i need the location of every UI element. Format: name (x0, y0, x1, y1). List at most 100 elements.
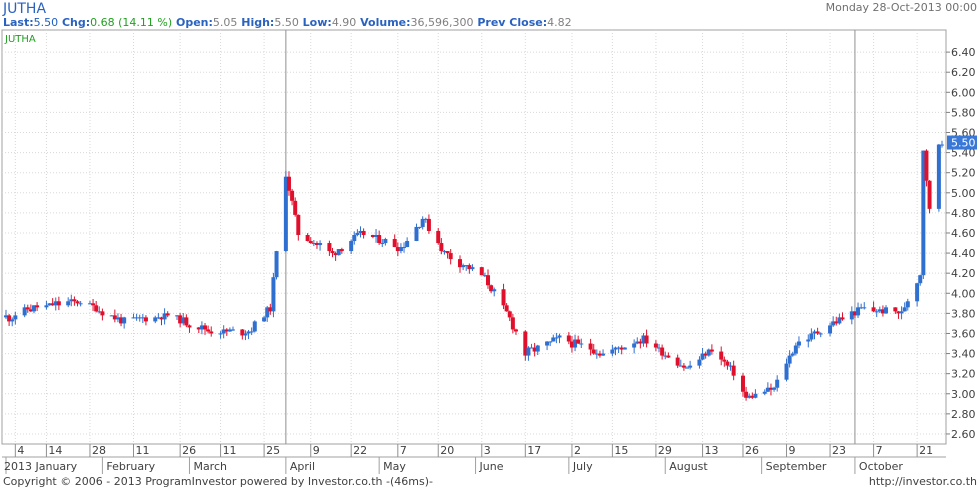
candle-body (311, 243, 316, 245)
candle-body (175, 315, 180, 317)
x-month-label: October (859, 460, 903, 473)
candle-body (290, 190, 295, 201)
x-month-label: September (766, 460, 827, 473)
candle-body (231, 329, 236, 331)
candle-body (706, 349, 711, 356)
candle-body (156, 317, 161, 319)
candle-body (653, 343, 658, 348)
x-day-label: 9 (313, 444, 320, 457)
candle-body (426, 218, 431, 231)
candle-body (91, 303, 96, 306)
x-day-label: 17 (527, 444, 541, 457)
x-day-label: 11 (223, 444, 237, 457)
candle-body (10, 319, 15, 322)
x-month-label: March (193, 460, 227, 473)
candle-body (243, 333, 248, 336)
candle-body (812, 331, 817, 334)
candle-body (529, 347, 534, 349)
candle-body (358, 230, 363, 233)
candle-body (109, 315, 114, 317)
candle-body (442, 251, 447, 253)
plot-area: JUTHA (1, 29, 947, 445)
candle-body (750, 395, 755, 398)
x-day-label: 26 (745, 444, 759, 457)
candle-body (482, 275, 487, 277)
x-month-label: 2013 January (4, 460, 78, 473)
candle-body (818, 333, 823, 335)
x-month-label: July (572, 460, 593, 473)
candle-body (504, 305, 509, 312)
candle-body (137, 317, 142, 319)
candle-body (722, 359, 727, 362)
candle-body (13, 315, 18, 320)
x-month-label: June (479, 460, 504, 473)
candle-body (510, 317, 515, 330)
candle-body (728, 365, 733, 367)
last-price-label: 5.50 (947, 135, 977, 150)
candle-body (377, 234, 382, 244)
candle-body (893, 307, 898, 312)
series-label: JUTHA (4, 34, 36, 45)
field-label: Prev Close: (474, 16, 548, 29)
candle-body (896, 311, 901, 314)
candle-body (75, 301, 80, 304)
candle-body (576, 339, 581, 344)
candle-body (370, 234, 375, 237)
candle-body (877, 309, 882, 312)
site-url: http://investor.co.th (869, 475, 977, 488)
candle-body (784, 363, 789, 380)
candle-body (333, 253, 338, 256)
symbol-title: JUTHA (2, 1, 46, 17)
x-day-label: 7 (400, 444, 407, 457)
candle-body (50, 303, 55, 306)
candle-body (153, 317, 158, 322)
candle-body (112, 315, 117, 320)
candle-body (597, 353, 602, 356)
field-value: 5.50 (34, 16, 59, 29)
candle-body (905, 301, 910, 308)
field-label: Open: (172, 16, 213, 29)
x-day-label: 23 (832, 444, 846, 457)
candle-body (221, 329, 226, 334)
candle-body (22, 307, 27, 316)
candle-body (591, 349, 596, 354)
candle-body (501, 289, 506, 306)
candle-body (874, 311, 879, 313)
candle-body (330, 251, 335, 254)
candle-body (899, 311, 904, 314)
y-tick-label: 6.20 (951, 66, 976, 79)
candle-body (902, 307, 907, 312)
candle-body (663, 355, 668, 357)
y-tick-label: 4.20 (951, 267, 976, 280)
candle-body (753, 393, 758, 398)
candle-body (492, 289, 497, 292)
candle-body (240, 329, 245, 336)
candle-body (66, 301, 71, 306)
candle-body (274, 251, 279, 278)
candle-body (793, 345, 798, 354)
x-day-label: 13 (705, 444, 719, 457)
candle-body (458, 259, 463, 268)
candle-body (56, 301, 61, 306)
candle-body (159, 317, 164, 320)
x-day-label: 9 (789, 444, 796, 457)
candle-body (383, 239, 388, 244)
candle-body (361, 230, 366, 235)
candle-body (880, 309, 885, 314)
y-tick-label: 2.80 (951, 408, 976, 421)
candle-body (140, 317, 145, 319)
candle-body (224, 329, 229, 332)
candle-body (293, 200, 298, 215)
x-day-label: 15 (614, 444, 628, 457)
candle-body (790, 353, 795, 356)
y-tick-label: 5.80 (951, 106, 976, 119)
candle-body (296, 214, 301, 235)
x-day-label: 28 (92, 444, 106, 457)
candle-body (143, 317, 148, 322)
candle-body (940, 144, 944, 146)
field-label: Low: (299, 16, 332, 29)
x-month-label: February (106, 460, 155, 473)
y-tick-label: 3.20 (951, 368, 976, 381)
candle-body (579, 343, 584, 345)
candle-body (271, 277, 276, 312)
